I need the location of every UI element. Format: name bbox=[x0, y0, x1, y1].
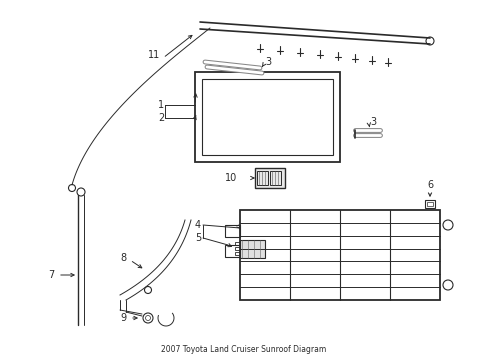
Text: 7: 7 bbox=[48, 270, 54, 280]
Bar bbox=[257, 171, 267, 185]
Text: 3: 3 bbox=[369, 117, 375, 127]
Bar bbox=[224, 245, 240, 257]
Text: 8: 8 bbox=[120, 253, 126, 263]
Text: 9: 9 bbox=[120, 313, 126, 323]
Text: 1: 1 bbox=[158, 100, 164, 110]
Text: 11: 11 bbox=[148, 50, 160, 60]
Bar bbox=[240, 240, 264, 258]
Text: 6: 6 bbox=[426, 180, 432, 190]
Bar bbox=[235, 242, 240, 245]
Bar bbox=[424, 200, 434, 208]
Text: 2: 2 bbox=[158, 113, 164, 123]
Bar bbox=[195, 72, 339, 162]
Bar bbox=[269, 171, 281, 185]
Bar bbox=[235, 252, 240, 255]
Bar bbox=[240, 210, 439, 300]
Bar bbox=[235, 247, 240, 250]
Text: 3: 3 bbox=[264, 57, 270, 67]
Bar bbox=[224, 225, 240, 237]
Text: 4: 4 bbox=[195, 220, 201, 230]
Text: 5: 5 bbox=[195, 233, 201, 243]
Text: 2007 Toyota Land Cruiser Sunroof Diagram: 2007 Toyota Land Cruiser Sunroof Diagram bbox=[161, 346, 326, 355]
Bar bbox=[202, 79, 332, 155]
Text: 10: 10 bbox=[224, 173, 237, 183]
Bar bbox=[254, 168, 285, 188]
Bar bbox=[426, 202, 432, 206]
